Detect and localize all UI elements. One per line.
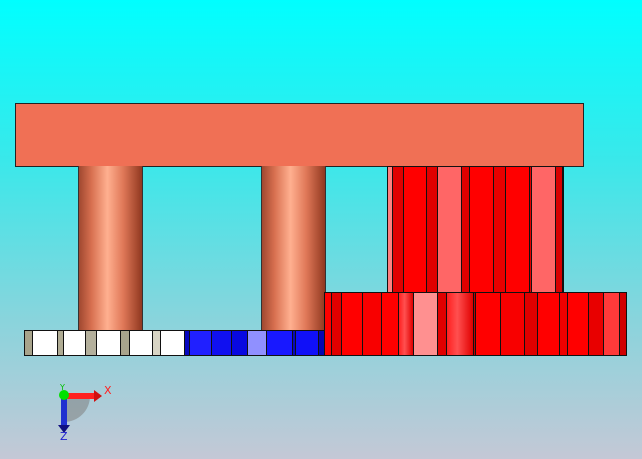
facet-stripe bbox=[568, 293, 589, 355]
top-slab bbox=[15, 103, 584, 167]
column-middle bbox=[261, 166, 326, 330]
facet-stripe bbox=[130, 331, 153, 355]
facet-stripe bbox=[58, 331, 64, 355]
facet-stripe bbox=[438, 293, 447, 355]
facet-stripe bbox=[494, 167, 506, 292]
facet-stripe bbox=[161, 331, 185, 355]
facet-stripe bbox=[185, 331, 190, 355]
facet-stripe bbox=[319, 331, 325, 355]
z-axis-arrowhead bbox=[58, 425, 70, 433]
facet-stripe bbox=[393, 167, 404, 292]
facet-stripe bbox=[501, 293, 525, 355]
facet-stripe bbox=[190, 331, 212, 355]
triad-shadow bbox=[64, 396, 90, 422]
y-axis-label: Y bbox=[60, 383, 65, 392]
facet-stripe bbox=[474, 293, 476, 355]
facet-stripe bbox=[232, 331, 248, 355]
facet-stripe bbox=[604, 293, 620, 355]
facet-stripe bbox=[525, 293, 538, 355]
facet-stripe bbox=[589, 293, 604, 355]
facet-stripe bbox=[470, 167, 494, 292]
z-axis-arrow bbox=[61, 396, 67, 426]
facet-stripe bbox=[86, 331, 97, 355]
facet-stripe bbox=[556, 167, 563, 292]
facet-stripe bbox=[342, 293, 363, 355]
axis-triad-graphic bbox=[58, 390, 102, 433]
facet-stripe bbox=[363, 293, 382, 355]
facet-stripe bbox=[447, 293, 474, 355]
facet-stripe bbox=[25, 331, 33, 355]
x-axis-arrowhead bbox=[94, 390, 102, 402]
facet-stripe bbox=[296, 331, 319, 355]
upper-red-block bbox=[387, 166, 564, 293]
facet-stripe bbox=[33, 331, 58, 355]
facet-stripe bbox=[530, 167, 532, 292]
facet-stripe bbox=[121, 331, 130, 355]
facet-stripe bbox=[620, 293, 627, 355]
facet-stripe bbox=[332, 293, 342, 355]
facet-stripe bbox=[267, 331, 293, 355]
facet-stripe bbox=[64, 331, 86, 355]
facet-stripe bbox=[293, 331, 296, 355]
facet-stripe bbox=[248, 331, 267, 355]
axis-triad: X Y Z bbox=[50, 380, 120, 442]
facet-stripe bbox=[506, 167, 530, 292]
facet-stripe bbox=[325, 293, 332, 355]
facet-stripe bbox=[153, 331, 161, 355]
facet-stripe bbox=[538, 293, 560, 355]
x-axis-arrow bbox=[64, 393, 96, 399]
x-axis-label: X bbox=[104, 384, 112, 397]
facet-stripe bbox=[532, 167, 556, 292]
y-axis-dot bbox=[59, 390, 69, 400]
facet-stripe bbox=[462, 167, 470, 292]
z-axis-label: Z bbox=[60, 430, 68, 443]
facet-stripe bbox=[560, 293, 568, 355]
facet-stripe bbox=[414, 293, 438, 355]
facet-stripe bbox=[382, 293, 399, 355]
facet-stripe bbox=[97, 331, 121, 355]
facet-stripe bbox=[427, 167, 438, 292]
facet-stripe bbox=[388, 167, 393, 292]
lower-red-block bbox=[324, 292, 627, 356]
facet-stripe bbox=[476, 293, 501, 355]
facet-stripe bbox=[438, 167, 462, 292]
column-left bbox=[78, 166, 143, 330]
left-base-strip bbox=[24, 330, 325, 356]
facet-stripe bbox=[404, 167, 427, 292]
facet-stripe bbox=[399, 293, 414, 355]
facet-stripe bbox=[212, 331, 232, 355]
